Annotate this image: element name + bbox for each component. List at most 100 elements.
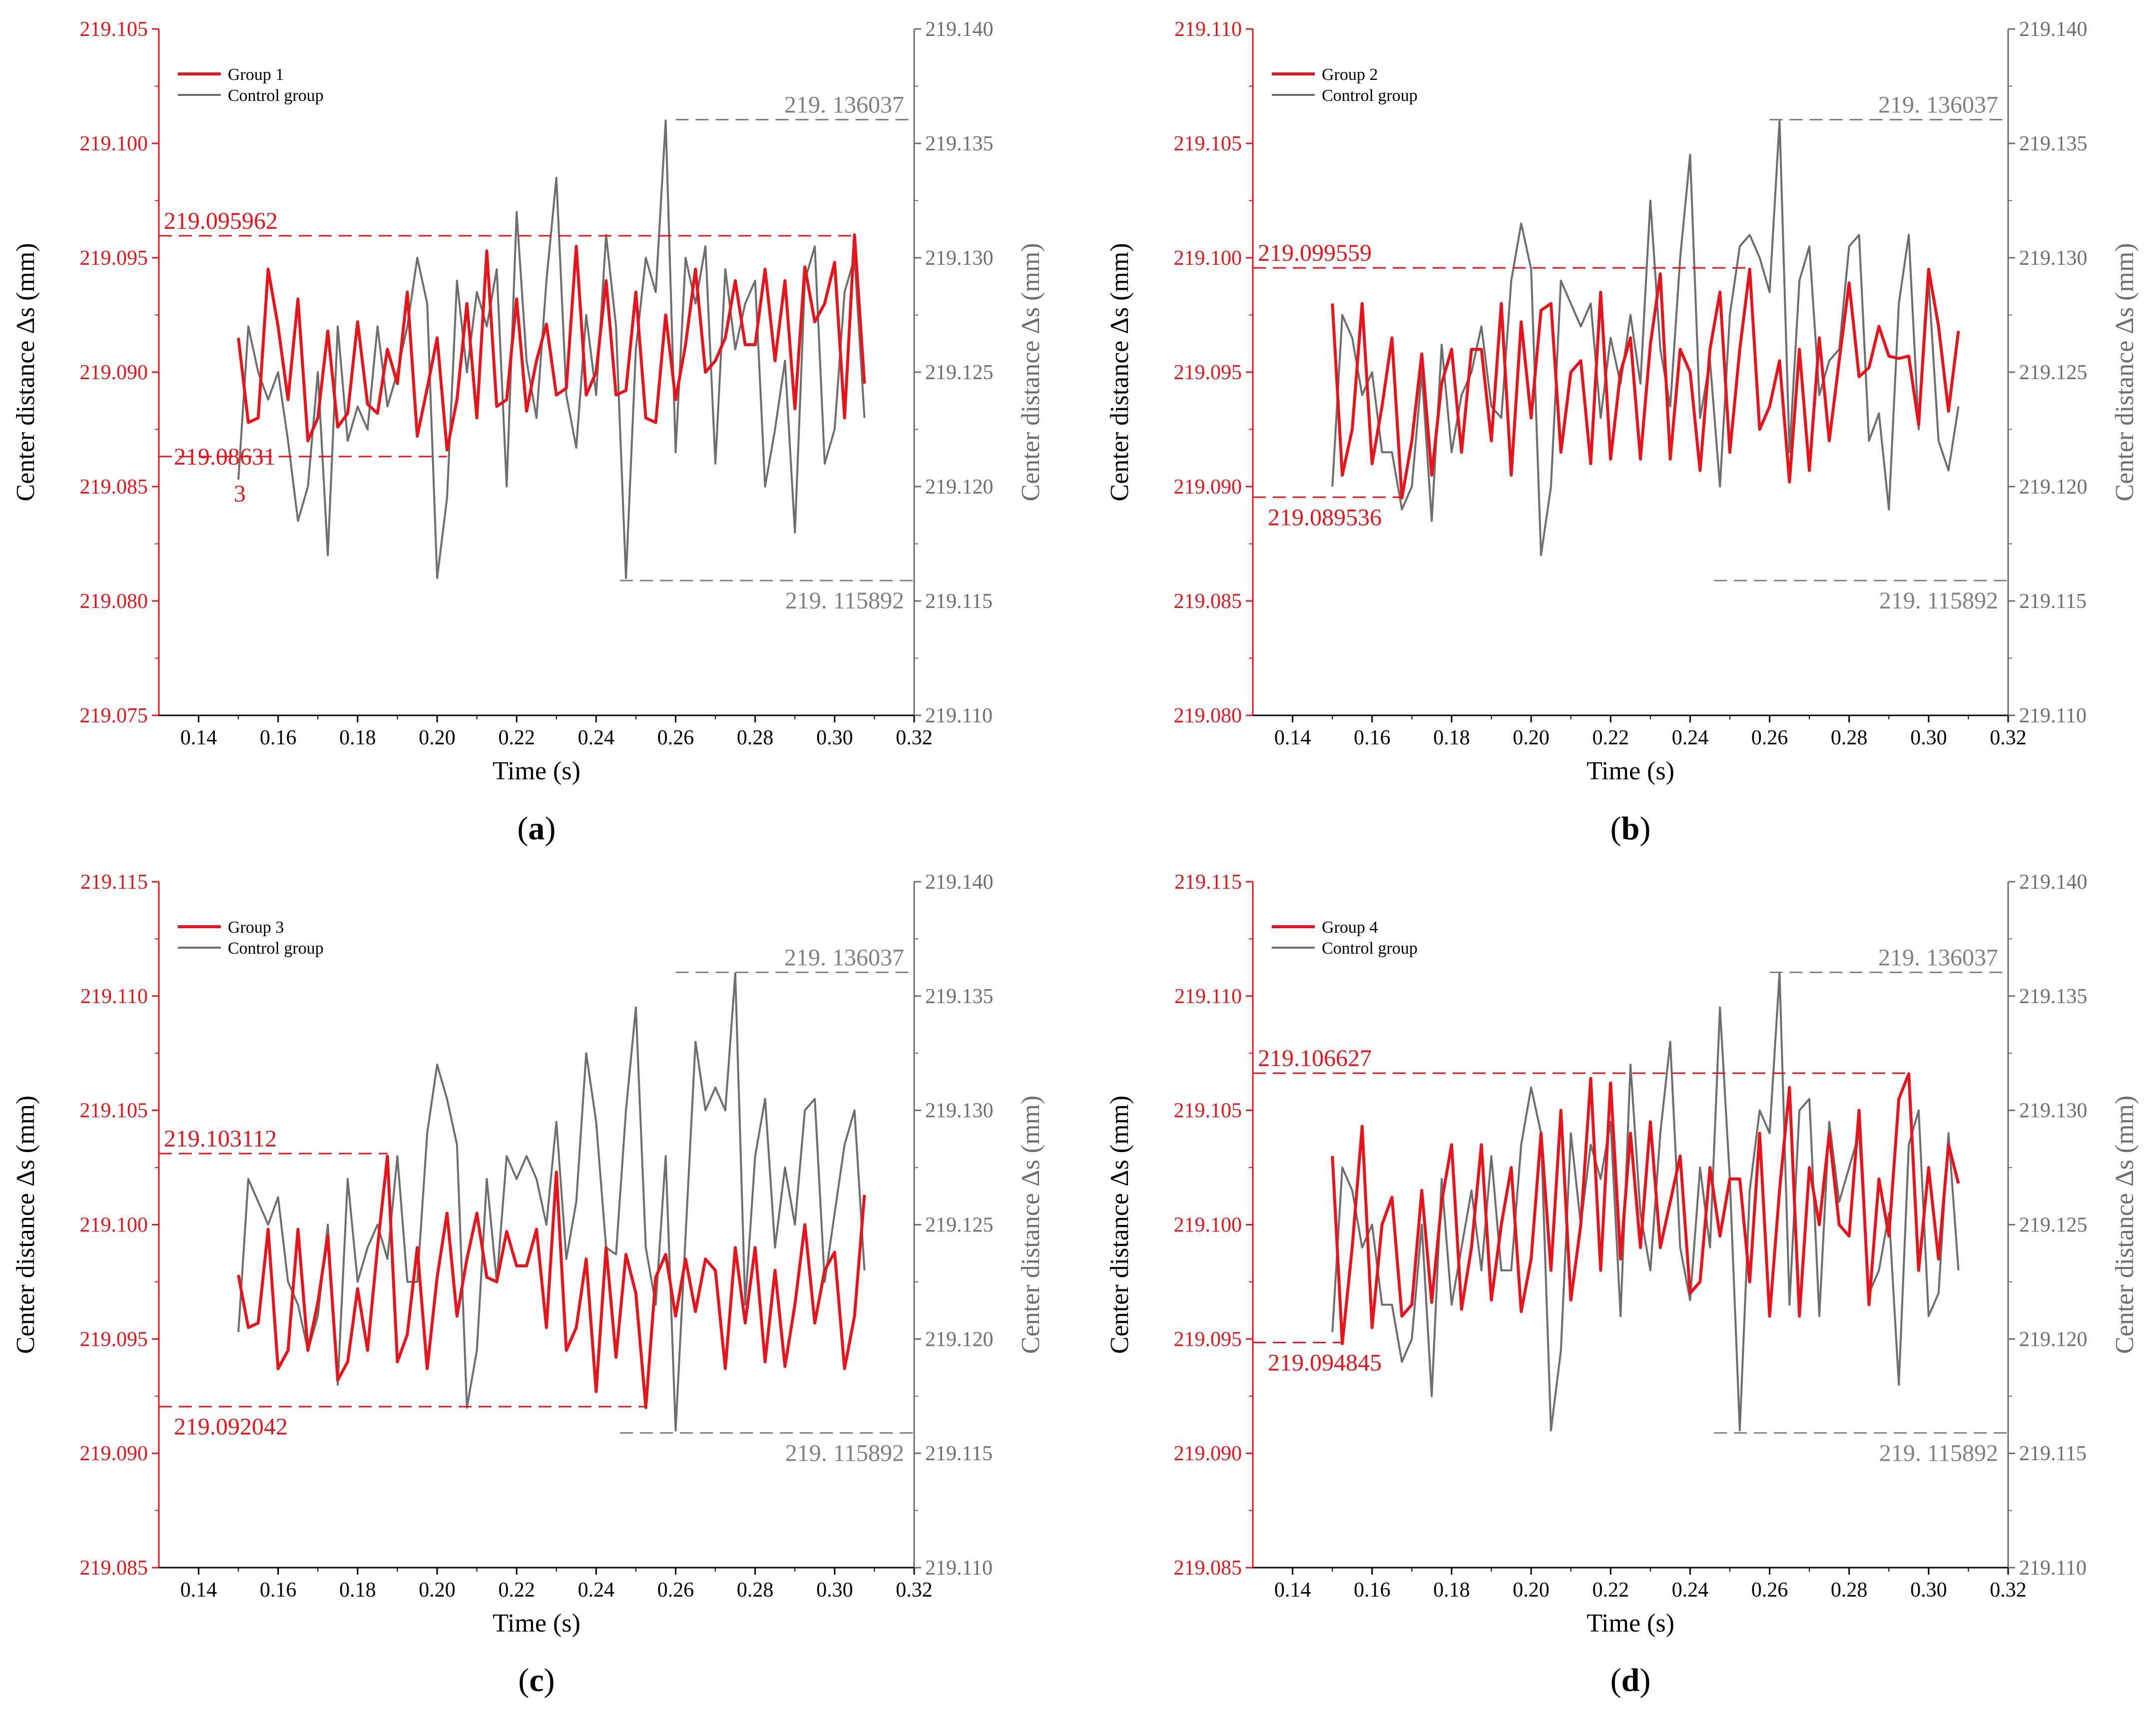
x-tick-label: 0.14 bbox=[1274, 726, 1311, 749]
left-tick-label: 219.095 bbox=[80, 247, 148, 270]
legend-control-label: Control group bbox=[228, 939, 324, 958]
x-tick-label: 0.22 bbox=[1592, 1579, 1629, 1602]
panel-label: (a) bbox=[518, 810, 556, 847]
legend-control-label: Control group bbox=[1322, 939, 1418, 958]
group-min-label: 219.089536 bbox=[1268, 504, 1382, 531]
control-group-line bbox=[237, 972, 866, 1432]
right-tick-label: 219.135 bbox=[925, 132, 994, 155]
right-tick-label: 219.130 bbox=[925, 247, 994, 270]
left-tick-label: 219.095 bbox=[1174, 361, 1242, 384]
right-tick-label: 219.110 bbox=[2019, 1557, 2087, 1580]
right-tick-label: 219.125 bbox=[925, 361, 994, 384]
left-tick-label: 219.075 bbox=[80, 704, 148, 727]
x-tick-label: 0.30 bbox=[816, 726, 853, 749]
control-min-label: 219. 115892 bbox=[1879, 1440, 1998, 1466]
x-tick-label: 0.20 bbox=[419, 726, 456, 749]
right-tick-label: 219.140 bbox=[925, 18, 994, 41]
x-tick-label: 0.16 bbox=[260, 1579, 297, 1602]
x-tick-label: 0.14 bbox=[1274, 1579, 1311, 1602]
group-min-label: 219.08631 bbox=[174, 444, 276, 470]
group-max-label: 219.095962 bbox=[164, 208, 278, 234]
right-tick-label: 219.115 bbox=[925, 590, 993, 613]
right-tick-label: 219.120 bbox=[2019, 1328, 2088, 1351]
legend-group-label: Group 2 bbox=[1322, 65, 1378, 84]
x-tick-label: 0.28 bbox=[1831, 726, 1868, 749]
group-min-label: 219.094845 bbox=[1268, 1349, 1382, 1376]
right-tick-label: 219.140 bbox=[2019, 871, 2088, 894]
x-tick-label: 0.20 bbox=[1513, 1579, 1550, 1602]
x-tick-label: 0.18 bbox=[339, 1579, 376, 1602]
x-tick-label: 0.14 bbox=[180, 726, 217, 749]
left-tick-label: 219.110 bbox=[1174, 985, 1242, 1008]
control-min-label: 219. 115892 bbox=[1879, 587, 1998, 614]
panel-label: (b) bbox=[1611, 810, 1651, 847]
x-tick-label: 0.30 bbox=[1910, 726, 1947, 749]
left-tick-label: 219.085 bbox=[80, 1557, 148, 1580]
right-tick-label: 219.130 bbox=[925, 1100, 994, 1123]
left-tick-label: 219.115 bbox=[80, 871, 148, 894]
x-tick-label: 0.26 bbox=[657, 1579, 694, 1602]
x-axis-title: Time (s) bbox=[1587, 1609, 1674, 1638]
right-tick-label: 219.140 bbox=[925, 871, 994, 894]
left-tick-label: 219.110 bbox=[80, 985, 148, 1008]
x-tick-label: 0.16 bbox=[260, 726, 297, 749]
panel-label: (c) bbox=[518, 1662, 554, 1699]
x-tick-label: 0.28 bbox=[737, 726, 774, 749]
right-tick-label: 219.120 bbox=[2019, 476, 2088, 499]
x-tick-label: 0.22 bbox=[498, 726, 535, 749]
group-min-label-wrap: 3 bbox=[234, 481, 246, 507]
group-line bbox=[1331, 267, 1960, 500]
left-tick-label: 219.100 bbox=[80, 132, 148, 155]
x-tick-label: 0.16 bbox=[1354, 1579, 1391, 1602]
group-max-label: 219.103112 bbox=[164, 1126, 277, 1152]
left-tick-label: 219.080 bbox=[1174, 704, 1242, 727]
left-axis-title: Center distance Δs (mm) bbox=[11, 1096, 40, 1354]
right-axis-title: Center distance Δs (mm) bbox=[1017, 1096, 1045, 1354]
x-tick-label: 0.24 bbox=[578, 726, 615, 749]
x-tick-label: 0.30 bbox=[816, 1579, 853, 1602]
x-tick-label: 0.18 bbox=[1433, 726, 1470, 749]
x-tick-label: 0.24 bbox=[1672, 1579, 1709, 1602]
right-axis-title: Center distance Δs (mm) bbox=[2111, 243, 2139, 501]
right-tick-label: 219.135 bbox=[2019, 132, 2088, 155]
right-tick-label: 219.110 bbox=[925, 704, 993, 727]
left-tick-label: 219.090 bbox=[1174, 476, 1242, 499]
right-tick-label: 219.140 bbox=[2019, 18, 2088, 41]
x-axis-title: Time (s) bbox=[493, 757, 580, 785]
chart-panel-c: 0.14 0.16 0.18 0.20 0.22 0.24 0.26 0.28 0.30 0.32… bbox=[11, 871, 1045, 1699]
x-tick-label: 0.32 bbox=[1990, 1579, 2027, 1602]
x-tick-label: 0.32 bbox=[1990, 726, 2027, 749]
x-tick-label: 0.26 bbox=[1751, 1579, 1788, 1602]
left-axis-title: Center distance Δs (mm) bbox=[1105, 1096, 1134, 1354]
right-tick-label: 219.110 bbox=[925, 1557, 993, 1580]
x-tick-label: 0.28 bbox=[737, 1579, 774, 1602]
right-tick-label: 219.115 bbox=[2019, 1442, 2087, 1465]
left-tick-label: 219.090 bbox=[1174, 1442, 1242, 1465]
control-min-label: 219. 115892 bbox=[785, 587, 904, 614]
group-line bbox=[237, 1154, 866, 1409]
left-tick-label: 219.105 bbox=[80, 18, 148, 41]
right-tick-label: 219.125 bbox=[2019, 361, 2088, 384]
right-tick-label: 219.135 bbox=[925, 985, 994, 1008]
legend-group-label: Group 3 bbox=[228, 918, 284, 937]
x-tick-label: 0.16 bbox=[1354, 726, 1391, 749]
left-tick-label: 219.115 bbox=[1174, 871, 1242, 894]
control-max-label: 219. 136037 bbox=[784, 92, 904, 118]
x-tick-label: 0.22 bbox=[498, 1579, 535, 1602]
right-tick-label: 219.110 bbox=[2019, 704, 2087, 727]
control-group-line bbox=[1331, 119, 1960, 557]
left-tick-label: 219.090 bbox=[80, 361, 148, 384]
group-line bbox=[237, 233, 866, 452]
left-axis-title: Center distance Δs (mm) bbox=[11, 243, 40, 501]
group-max-label: 219.106627 bbox=[1258, 1045, 1372, 1072]
control-min-label: 219. 115892 bbox=[785, 1440, 904, 1466]
x-tick-label: 0.20 bbox=[1513, 726, 1550, 749]
right-axis-title: Center distance Δs (mm) bbox=[2111, 1096, 2139, 1354]
left-tick-label: 219.090 bbox=[80, 1442, 148, 1465]
left-tick-label: 219.095 bbox=[1174, 1328, 1242, 1351]
control-group-line bbox=[237, 119, 866, 579]
left-tick-label: 219.110 bbox=[1174, 18, 1242, 41]
right-tick-label: 219.115 bbox=[2019, 590, 2087, 613]
panel-label: (d) bbox=[1611, 1662, 1651, 1699]
